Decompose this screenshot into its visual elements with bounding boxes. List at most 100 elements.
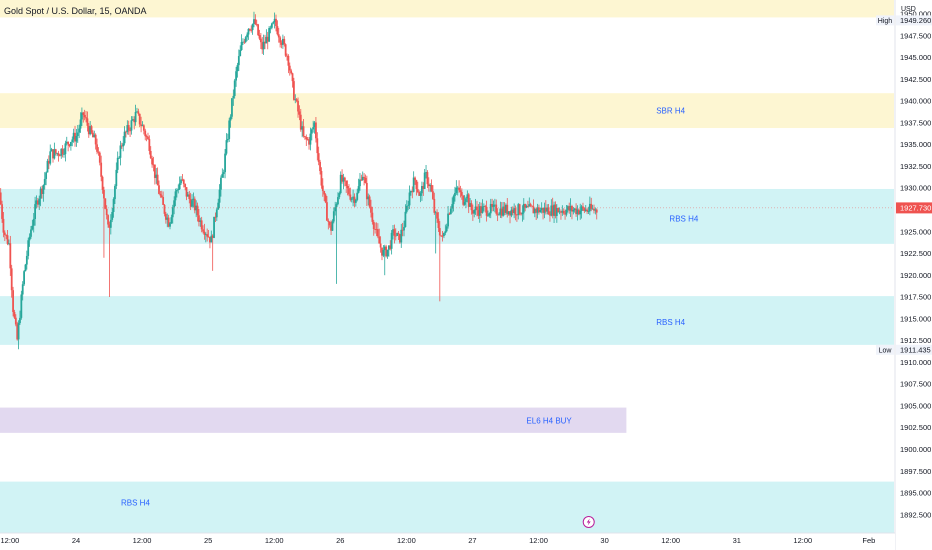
candle-body bbox=[159, 193, 162, 196]
candle-body bbox=[423, 172, 426, 189]
candle-body bbox=[376, 229, 379, 237]
candle-body bbox=[564, 213, 566, 215]
candle-body bbox=[371, 212, 374, 222]
candle-body bbox=[524, 203, 527, 208]
zone-label: EL6 H4 BUY bbox=[526, 417, 572, 426]
candle-body bbox=[104, 198, 107, 209]
low-tag-price: 1911.435 bbox=[900, 345, 931, 354]
candle-body bbox=[504, 204, 507, 213]
candle-body bbox=[17, 323, 20, 340]
candle-body bbox=[243, 41, 246, 43]
candle-body bbox=[513, 208, 516, 213]
candle-body bbox=[93, 134, 96, 138]
candle-body bbox=[206, 234, 209, 237]
candle-body bbox=[544, 207, 547, 212]
candle-body bbox=[232, 95, 235, 99]
candle-body bbox=[254, 19, 257, 24]
price-tick-label: 1910.000 bbox=[900, 358, 931, 367]
candle-body bbox=[193, 198, 196, 211]
candle-body bbox=[34, 204, 37, 219]
candle-body bbox=[50, 149, 53, 152]
time-axis[interactable]: 12:00 24 12:00 25 12:00 26 12:00 27 12:00 30 12:00… bbox=[0, 532, 895, 550]
chart-title: Gold Spot / U.S. Dollar, 15, OANDA bbox=[4, 6, 147, 16]
candle-body bbox=[587, 211, 590, 212]
candle-body bbox=[60, 148, 63, 156]
candle-body bbox=[54, 149, 57, 154]
candle-body bbox=[520, 213, 522, 215]
candle-body bbox=[198, 215, 200, 222]
candle-body bbox=[560, 211, 562, 213]
candle-body bbox=[265, 36, 268, 44]
low-tag-text: Low bbox=[879, 347, 893, 354]
candle-body bbox=[138, 113, 141, 125]
candle-body bbox=[191, 200, 193, 207]
candle-body bbox=[521, 212, 524, 215]
candle-body bbox=[507, 211, 510, 215]
candle-body bbox=[341, 174, 343, 182]
time-tick-label: 12:00 bbox=[265, 536, 284, 545]
price-tick-label: 1925.000 bbox=[900, 227, 931, 236]
candle-body bbox=[370, 206, 372, 213]
high-tag-box bbox=[876, 15, 894, 26]
candle-body bbox=[144, 130, 147, 137]
candle-body bbox=[63, 154, 65, 155]
candle-body bbox=[536, 207, 539, 213]
lightning-icon-bolt bbox=[586, 518, 591, 526]
candle-body bbox=[210, 235, 213, 243]
candle-body bbox=[471, 210, 474, 214]
candle-body bbox=[590, 203, 593, 209]
candle-body bbox=[220, 177, 222, 190]
candle-body bbox=[188, 194, 191, 200]
candle-body bbox=[16, 324, 19, 340]
candle-body bbox=[173, 200, 176, 208]
candle-body bbox=[455, 187, 458, 193]
candle-body bbox=[287, 55, 290, 66]
candle-body bbox=[334, 207, 337, 212]
candle-body bbox=[445, 226, 448, 232]
candle-body bbox=[283, 38, 286, 45]
zones-layer bbox=[0, 0, 894, 533]
candle-body bbox=[473, 210, 476, 214]
candles-layer bbox=[0, 11, 598, 350]
candle-body bbox=[171, 207, 174, 218]
candle-body bbox=[192, 198, 195, 201]
candle-body bbox=[257, 24, 260, 36]
candle-body bbox=[6, 235, 9, 244]
candle-body bbox=[353, 196, 356, 203]
candle-body bbox=[207, 236, 210, 238]
candle-body bbox=[158, 185, 160, 194]
time-tick-label: Feb bbox=[862, 536, 875, 545]
candle-body bbox=[162, 197, 165, 205]
candle-body bbox=[447, 213, 449, 227]
candle-body bbox=[382, 250, 385, 256]
candle-body bbox=[301, 126, 304, 130]
price-axis[interactable]: 1950.000 1947.500 1945.000 1942.500 1940.000… bbox=[876, 0, 932, 550]
candle-body bbox=[554, 204, 557, 216]
candle-body bbox=[202, 229, 204, 232]
candle-body bbox=[189, 199, 192, 207]
candle-body bbox=[595, 209, 598, 213]
candle-body bbox=[177, 189, 180, 191]
candle-body bbox=[8, 243, 10, 245]
candle-body bbox=[38, 198, 41, 205]
candle-body bbox=[251, 24, 254, 31]
candle-body bbox=[485, 206, 488, 216]
candle-body bbox=[297, 100, 299, 112]
price-tick-label: 1945.000 bbox=[900, 53, 931, 62]
candle-body bbox=[432, 191, 434, 199]
candle-body bbox=[352, 196, 354, 199]
candle-body bbox=[484, 206, 487, 207]
candle-body bbox=[321, 185, 324, 192]
candle-body bbox=[350, 198, 353, 200]
candle-body bbox=[151, 158, 154, 165]
time-tick-label: 12:00 bbox=[397, 536, 416, 545]
candle-body bbox=[218, 189, 221, 203]
candle-body bbox=[240, 42, 243, 51]
price-tick-label: 1892.500 bbox=[900, 510, 931, 519]
candle-body bbox=[56, 153, 59, 155]
candle-body bbox=[180, 179, 182, 184]
candle-body bbox=[155, 174, 158, 178]
lightning-icon[interactable] bbox=[582, 516, 595, 528]
